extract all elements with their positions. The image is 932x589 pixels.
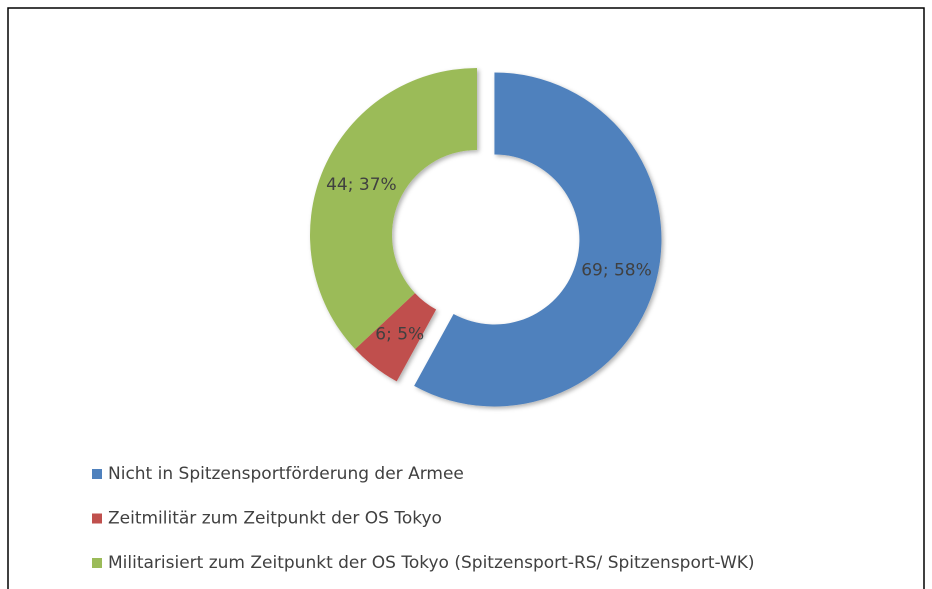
legend-swatch (92, 558, 102, 568)
legend-label: Zeitmilitär zum Zeitpunkt der OS Tokyo (108, 509, 442, 529)
donut-slice (355, 293, 437, 382)
data-label: 44; 37% (326, 175, 397, 195)
legend-swatch (92, 469, 102, 479)
legend-swatch (92, 513, 102, 524)
legend-label: Nicht in Spitzensportförderung der Armee (108, 464, 464, 484)
donut-slice (414, 72, 662, 407)
donut-slice (310, 68, 477, 350)
legend-label: Militarisiert zum Zeitpunkt der OS Tokyo… (108, 553, 755, 573)
donut (310, 68, 662, 407)
data-label: 6; 5% (375, 325, 424, 345)
chart-frame (7, 7, 925, 589)
data-label: 69; 58% (581, 261, 652, 281)
